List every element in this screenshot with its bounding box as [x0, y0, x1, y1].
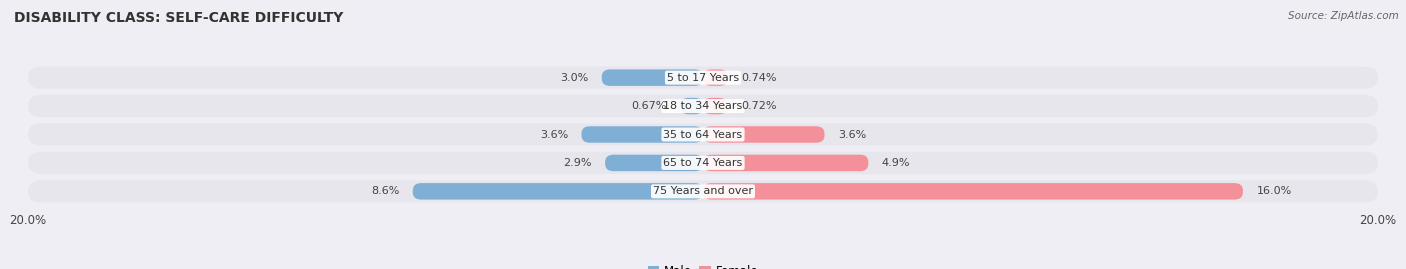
Text: 16.0%: 16.0% — [1257, 186, 1292, 196]
Text: 75 Years and over: 75 Years and over — [652, 186, 754, 196]
Text: 0.67%: 0.67% — [631, 101, 666, 111]
FancyBboxPatch shape — [413, 183, 703, 200]
Text: 5 to 17 Years: 5 to 17 Years — [666, 73, 740, 83]
FancyBboxPatch shape — [703, 98, 727, 114]
Text: DISABILITY CLASS: SELF-CARE DIFFICULTY: DISABILITY CLASS: SELF-CARE DIFFICULTY — [14, 11, 343, 25]
Text: 3.0%: 3.0% — [560, 73, 588, 83]
FancyBboxPatch shape — [602, 69, 703, 86]
Legend: Male, Female: Male, Female — [643, 260, 763, 269]
FancyBboxPatch shape — [703, 126, 824, 143]
Text: 3.6%: 3.6% — [540, 129, 568, 140]
Text: 3.6%: 3.6% — [838, 129, 866, 140]
FancyBboxPatch shape — [28, 95, 1378, 117]
FancyBboxPatch shape — [605, 155, 703, 171]
FancyBboxPatch shape — [28, 152, 1378, 174]
Text: 65 to 74 Years: 65 to 74 Years — [664, 158, 742, 168]
Text: 18 to 34 Years: 18 to 34 Years — [664, 101, 742, 111]
FancyBboxPatch shape — [703, 69, 728, 86]
FancyBboxPatch shape — [28, 123, 1378, 146]
FancyBboxPatch shape — [681, 98, 703, 114]
FancyBboxPatch shape — [703, 155, 869, 171]
Text: 35 to 64 Years: 35 to 64 Years — [664, 129, 742, 140]
Text: 8.6%: 8.6% — [371, 186, 399, 196]
Text: 0.74%: 0.74% — [741, 73, 778, 83]
Text: 0.72%: 0.72% — [741, 101, 776, 111]
Text: 4.9%: 4.9% — [882, 158, 910, 168]
Text: 2.9%: 2.9% — [564, 158, 592, 168]
Text: Source: ZipAtlas.com: Source: ZipAtlas.com — [1288, 11, 1399, 21]
FancyBboxPatch shape — [28, 66, 1378, 89]
FancyBboxPatch shape — [28, 180, 1378, 203]
FancyBboxPatch shape — [703, 183, 1243, 200]
FancyBboxPatch shape — [582, 126, 703, 143]
